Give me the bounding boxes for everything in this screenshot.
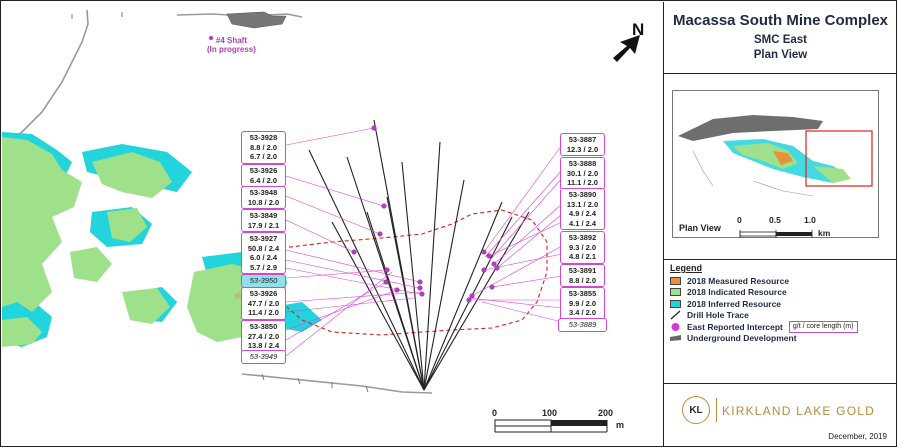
inset-canvas: [678, 115, 873, 197]
leader-lines: [285, 127, 563, 357]
callout-53-3889: 53-3889: [558, 318, 607, 332]
callout-53-3850: 53-3850 27.4 / 2.0 13.8 / 2.4: [241, 320, 286, 353]
callout-53-3949: 53-3949: [241, 350, 286, 364]
resource-boundary: [281, 209, 548, 336]
shaft-development: [226, 11, 287, 29]
inset-scale-tick-05: 0.5: [769, 215, 781, 225]
inset-label: Plan View: [679, 223, 721, 233]
measured-swatch: [670, 276, 681, 285]
intercept-icon: [670, 322, 681, 332]
map-canvas: [2, 9, 640, 433]
legend-item-intercept: East Reported Intercept g/t / core lengt…: [670, 320, 891, 333]
callout-53-3891: 53-3891 8.8 / 2.0: [560, 264, 605, 287]
inset-map: Plan View: [672, 90, 879, 238]
legend-item-inferred: 2018 Inferred Resource: [670, 298, 891, 310]
map-view-label: Plan View: [753, 49, 808, 61]
callout-53-3890: 53-3890 13.1 / 2.0 4.9 / 2.4 4.1 / 2.4: [560, 188, 605, 230]
callout-53-3926-upper: 53-3926 6.4 / 2.0: [241, 164, 286, 187]
inset-scale-tick-0: 0: [737, 215, 742, 225]
map-title: Macassa South Mine Complex: [672, 12, 889, 29]
shaft-marker: [209, 36, 213, 40]
callout-53-3887: 53-3887 12.3 / 2.0: [560, 133, 605, 156]
scale-bar: [494, 419, 608, 433]
legend-item-measured: 2018 Measured Resource: [670, 275, 891, 287]
main-map: #4 Shaft (In progress) N 0 100 200 m 53-…: [2, 2, 664, 447]
scale-tick-100: 100: [542, 408, 558, 418]
scale-tick-200: 200: [598, 408, 614, 418]
drill-trace-icon: [670, 310, 681, 320]
map-subtitle: SMC East: [753, 34, 808, 46]
inset-panel: Plan View 0 0.5 1.0 km: [664, 74, 897, 260]
legend-item-development: Underground Development: [670, 333, 891, 345]
inferred-swatch: [670, 299, 681, 308]
callout-53-3888: 53-3888 30.1 / 2.0 11.1 / 2.0: [560, 157, 605, 190]
callout-53-3849: 53-3849 17.9 / 2.1: [241, 209, 286, 232]
shaft-label: #4 Shaft (In progress): [207, 36, 256, 54]
logo-separator: [716, 398, 717, 422]
north-label: N: [632, 20, 645, 39]
indicated-resource: [2, 137, 272, 347]
measured-resource: [234, 292, 242, 299]
title-block: Macassa South Mine Complex SMC East Plan…: [664, 2, 897, 74]
callout-53-3926-lower: 53-3926 47.7 / 2.0 11.4 / 2.0: [241, 287, 286, 320]
scale-unit: m: [616, 420, 625, 430]
company-logo: KL: [682, 396, 710, 424]
indicated-swatch: [670, 288, 681, 297]
drill-hole-traces: [308, 119, 530, 391]
callout-53-3855: 53-3855 9.9 / 2.0 3.4 / 2.0: [560, 287, 605, 320]
north-arrow-icon: [613, 35, 640, 62]
logo-block: KL KIRKLAND LAKE GOLD December, 2019: [664, 384, 897, 447]
side-panel: Macassa South Mine Complex SMC East Plan…: [664, 2, 897, 447]
intercept-markers: [351, 125, 500, 303]
development-icon: [670, 333, 681, 343]
callout-53-3892: 53-3892 9.3 / 2.0 4.8 / 2.1: [560, 231, 605, 264]
inset-scale-tick-10: 1.0: [804, 215, 816, 225]
inset-extent-box: [805, 130, 873, 187]
callout-53-3950: 53-3950: [241, 274, 286, 288]
map-date: December, 2019: [828, 432, 887, 441]
legend-title: Legend: [670, 263, 703, 273]
inset-scale-unit: km: [818, 228, 831, 238]
legend: Legend 2018 Measured Resource 2018 Indic…: [664, 260, 897, 384]
callout-53-3928: 53-3928 8.8 / 2.0 6.7 / 2.0: [241, 131, 286, 164]
legend-item-indicated: 2018 Indicated Resource: [670, 287, 891, 299]
callout-53-3927: 53-3927 50.8 / 2.4 6.0 / 2.4 5.7 / 2.9: [241, 232, 286, 274]
company-name: KIRKLAND LAKE GOLD: [722, 404, 875, 418]
grade-length-note: g/t / core length (m): [788, 320, 858, 333]
development-ticks: [71, 12, 369, 393]
callout-53-3948: 53-3948 10.8 / 2.0: [241, 186, 286, 209]
north-indicator: N: [608, 20, 648, 72]
scale-tick-0: 0: [492, 408, 498, 418]
legend-item-drill-trace: Drill Hole Trace: [670, 310, 891, 322]
